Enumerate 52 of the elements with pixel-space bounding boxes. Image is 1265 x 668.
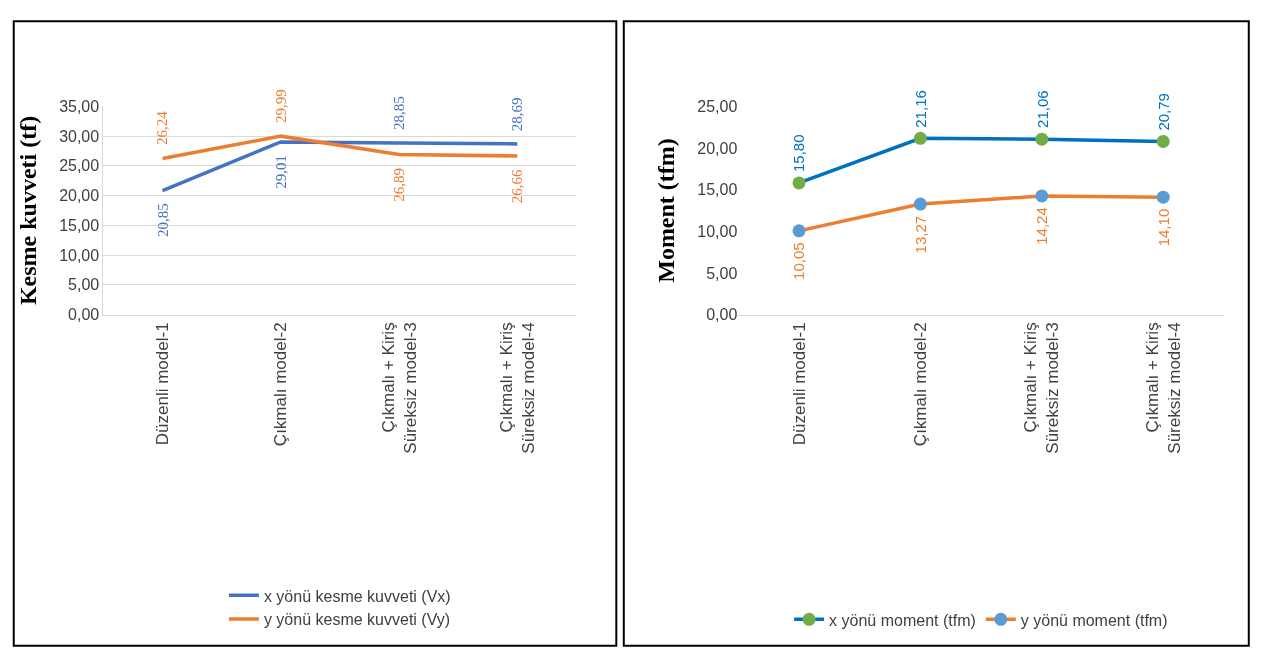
x-tick-label: Çıkmalı model-2 (910, 322, 930, 447)
data-label: 14,10 (1155, 208, 1173, 247)
data-label: 26,66 (509, 169, 526, 204)
x-tick-label: Çıkmalı + Kiriş Süreksiz model-4 (496, 322, 538, 454)
y-axis-title: Moment (tfm) (653, 138, 680, 283)
point (1035, 189, 1049, 203)
y-tick-label: 20,00 (59, 187, 100, 205)
data-label: 20,85 (154, 203, 171, 238)
legend-label: y yönü kesme kuvveti (Vy) (263, 611, 451, 629)
data-label: 28,85 (391, 96, 408, 130)
y-tick-label: 15,00 (697, 181, 738, 199)
y-tick-label: 10,00 (59, 246, 100, 264)
data-label: 21,06 (1033, 90, 1051, 128)
point (1156, 134, 1170, 148)
y-tick-label: 20,00 (697, 139, 738, 157)
y-tick-label: 15,00 (59, 216, 100, 234)
x-tick-label: Düzenli model-1 (153, 322, 173, 446)
point (913, 197, 927, 211)
y-axis-title: Kesme kuvveti (tf) (15, 115, 42, 306)
data-label: 10,05 (790, 242, 808, 280)
data-label: 26,24 (154, 110, 171, 145)
y-tick-label: 30,00 (59, 127, 100, 145)
point (792, 176, 806, 190)
point (913, 131, 927, 145)
legend-label: y yönü moment (tfm) (1020, 611, 1168, 629)
y-tick-label: 10,00 (697, 222, 738, 240)
data-label: 15,80 (790, 134, 808, 172)
y-tick-label: 25,00 (697, 97, 738, 115)
data-label: 14,24 (1032, 207, 1050, 245)
data-label: 29,99 (272, 89, 289, 123)
y-tick-label: 25,00 (59, 157, 100, 175)
y-tick-label: 35,00 (59, 97, 100, 115)
data-label: 21,16 (912, 90, 930, 128)
data-label: 13,27 (912, 215, 930, 254)
x-tick-label: Çıkmalı model-2 (271, 322, 291, 447)
legend-label: x yönü moment (tfm) (829, 611, 976, 629)
point (1035, 132, 1049, 146)
data-label: 26,89 (391, 167, 408, 202)
y-tick-label: 5,00 (706, 264, 738, 282)
data-label: 28,69 (509, 97, 526, 132)
x-tick-label: Çıkmalı + Kiriş Süreksiz model-3 (1021, 322, 1063, 454)
point (792, 224, 806, 238)
y-tick-label: 5,00 (68, 276, 100, 294)
data-label: 20,79 (1154, 93, 1172, 131)
legend-label: x yönü kesme kuvveti (Vx) (263, 587, 451, 605)
x-tick-label: Çıkmalı + Kiriş Süreksiz model-4 (1142, 322, 1184, 454)
y-tick-label: 0,00 (68, 306, 100, 324)
data-label: 29,01 (272, 155, 289, 189)
x-tick-label: Çıkmalı + Kiriş Süreksiz model-3 (378, 322, 420, 454)
point (1156, 190, 1170, 204)
y-tick-label: 0,00 (706, 306, 738, 324)
x-tick-label: Düzenli model-1 (789, 322, 809, 446)
